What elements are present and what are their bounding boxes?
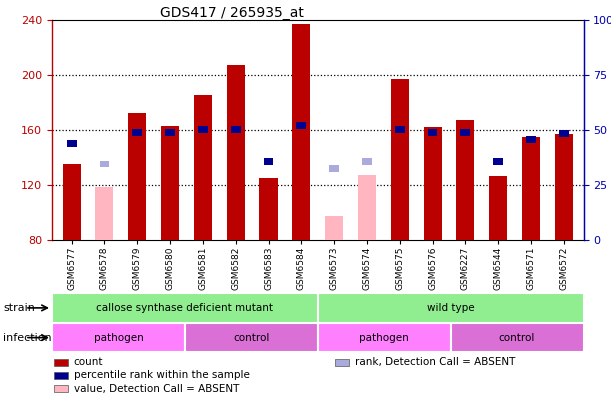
Bar bbox=[260, 178, 277, 240]
Bar bbox=[325, 216, 343, 240]
Bar bbox=[128, 113, 146, 240]
Bar bbox=[358, 175, 376, 240]
Bar bbox=[67, 140, 76, 147]
Bar bbox=[456, 120, 474, 240]
Text: pathogen: pathogen bbox=[359, 333, 409, 343]
Bar bbox=[395, 126, 404, 133]
Text: GDS417 / 265935_at: GDS417 / 265935_at bbox=[160, 6, 304, 20]
Bar bbox=[318, 323, 450, 352]
Bar bbox=[428, 129, 437, 136]
Bar bbox=[522, 137, 540, 240]
Bar bbox=[185, 323, 318, 352]
Bar bbox=[263, 158, 273, 165]
Bar bbox=[231, 126, 241, 133]
Text: rank, Detection Call = ABSENT: rank, Detection Call = ABSENT bbox=[355, 357, 515, 367]
Bar bbox=[292, 24, 310, 240]
Bar bbox=[461, 129, 470, 136]
Bar bbox=[227, 65, 245, 240]
Text: wild type: wild type bbox=[427, 303, 474, 313]
Bar bbox=[489, 176, 507, 240]
Bar bbox=[54, 385, 68, 392]
Text: control: control bbox=[499, 333, 535, 343]
Bar bbox=[390, 79, 409, 240]
Text: infection: infection bbox=[3, 333, 52, 343]
Bar bbox=[526, 136, 536, 143]
Bar bbox=[559, 130, 569, 137]
Bar bbox=[450, 323, 584, 352]
Text: percentile rank within the sample: percentile rank within the sample bbox=[74, 370, 249, 381]
Text: pathogen: pathogen bbox=[93, 333, 143, 343]
Bar bbox=[493, 158, 503, 165]
Bar bbox=[133, 129, 142, 136]
Bar bbox=[335, 359, 349, 366]
Bar bbox=[329, 165, 339, 171]
Bar bbox=[318, 293, 584, 323]
Bar bbox=[62, 164, 81, 240]
Text: count: count bbox=[74, 357, 103, 367]
Text: control: control bbox=[233, 333, 269, 343]
Bar bbox=[52, 323, 185, 352]
Bar bbox=[54, 372, 68, 379]
Bar bbox=[362, 158, 372, 165]
Text: strain: strain bbox=[3, 303, 35, 313]
Bar bbox=[198, 126, 208, 133]
Bar bbox=[165, 129, 175, 136]
Bar bbox=[296, 122, 306, 129]
Bar bbox=[54, 359, 68, 366]
Bar bbox=[100, 161, 109, 168]
Bar bbox=[194, 95, 212, 240]
Bar bbox=[52, 293, 318, 323]
Text: value, Detection Call = ABSENT: value, Detection Call = ABSENT bbox=[74, 384, 239, 394]
Bar bbox=[423, 127, 442, 240]
Bar bbox=[95, 187, 114, 240]
Bar bbox=[161, 126, 179, 240]
Bar bbox=[555, 134, 573, 240]
Text: callose synthase deficient mutant: callose synthase deficient mutant bbox=[97, 303, 273, 313]
